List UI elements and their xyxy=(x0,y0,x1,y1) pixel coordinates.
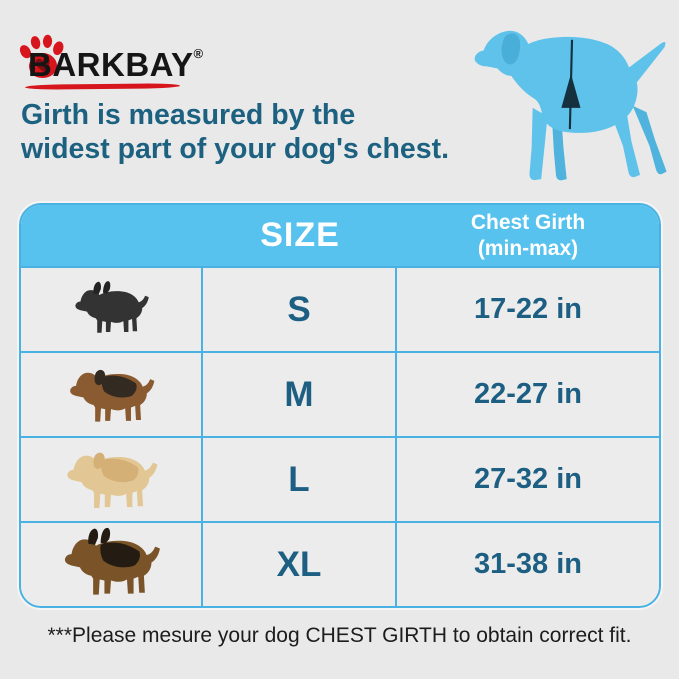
measurement-footnote: ***Please mesure your dog CHEST GIRTH to… xyxy=(47,624,632,647)
page-title-line1: Girth is measured by the xyxy=(21,99,356,131)
logo-underline xyxy=(24,83,181,90)
column-header-girth-line2: (min-max) xyxy=(477,236,579,260)
column-header-girth: Chest Girth (min-max) xyxy=(397,205,659,266)
table-row-xl-size-cell: XL xyxy=(203,521,397,606)
table-row-m-girth-cell: 22-27 in xyxy=(397,351,659,436)
page-title-line2: widest part of your dog's chest. xyxy=(21,133,450,166)
table-row-xl-breed-cell xyxy=(21,521,203,606)
table-row-l-breed-cell xyxy=(21,436,203,521)
table-row-xl-girth-cell: 31-38 in xyxy=(397,521,659,606)
sizing-table: SIZE Chest Girth (min-max) S 17-22 in M xyxy=(19,203,661,608)
page-title: Girth is measured by the widest part of … xyxy=(21,98,491,166)
paw-icon xyxy=(19,34,64,78)
table-row-l-girth-cell: 27-32 in xyxy=(397,436,659,521)
table-row-s-girth-cell: 17-22 in xyxy=(397,266,659,351)
french-bulldog-icon xyxy=(75,281,149,333)
table-row-m-size-cell: M xyxy=(203,351,397,436)
beagle-icon xyxy=(70,369,155,422)
column-header-girth-line1: Chest Girth xyxy=(470,211,586,235)
table-row-l-size-cell: L xyxy=(203,436,397,521)
registered-mark: ® xyxy=(193,46,204,61)
column-header-size: SIZE xyxy=(260,216,340,254)
german-shepherd-icon xyxy=(64,527,160,595)
brand-logo: BARKBAY® xyxy=(18,30,218,92)
table-row-s-size-cell: S xyxy=(203,266,397,351)
girth-arrow-icon xyxy=(561,73,581,108)
table-row-s-breed-cell xyxy=(21,266,203,351)
table-header: SIZE Chest Girth (min-max) xyxy=(21,205,659,266)
brand-name: BARKBAY® xyxy=(28,46,204,83)
golden-retriever-icon xyxy=(67,452,158,509)
table-row-m-breed-cell xyxy=(21,351,203,436)
dog-girth-diagram-icon xyxy=(474,30,667,181)
